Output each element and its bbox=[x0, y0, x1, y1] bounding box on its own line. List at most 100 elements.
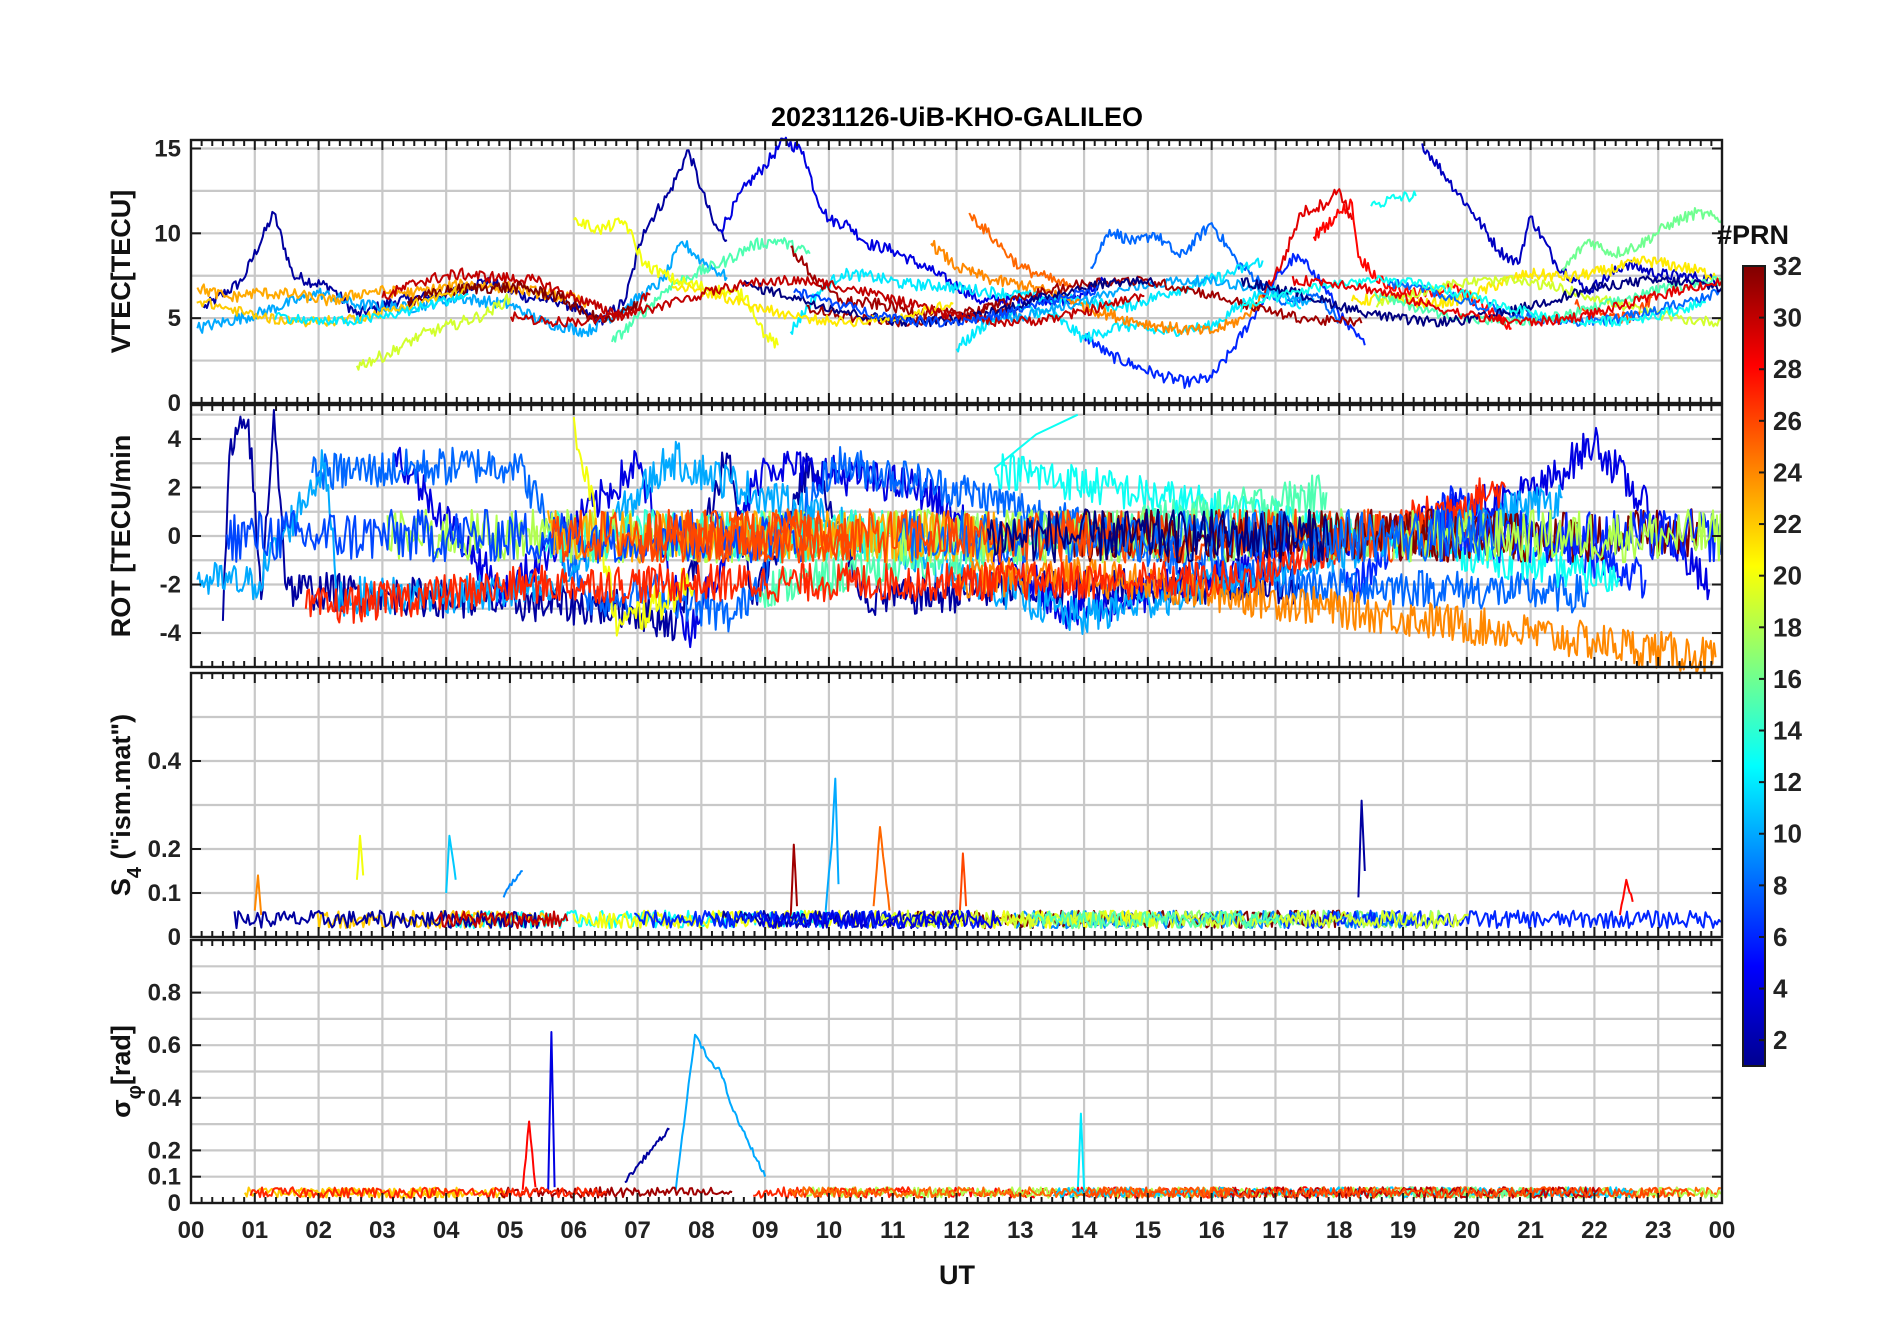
x-axis-label: UT bbox=[939, 1260, 975, 1290]
y-tick-label: 0.8 bbox=[148, 980, 181, 1007]
y-tick-label: 5 bbox=[168, 305, 181, 332]
series-prn-11 bbox=[445, 834, 457, 894]
colorbar-tick-label: 24 bbox=[1773, 457, 1802, 487]
x-tick-label: 22 bbox=[1581, 1217, 1608, 1244]
y-tick-label: 0 bbox=[168, 523, 181, 550]
texture-trace bbox=[1239, 274, 1706, 328]
x-tick-label: 12 bbox=[943, 1217, 970, 1244]
texture-traces bbox=[196, 274, 1723, 328]
colorbar-label: #PRN bbox=[1717, 220, 1789, 250]
texture-trace bbox=[1281, 909, 1722, 930]
texture-trace bbox=[671, 282, 954, 328]
x-tick-label: 00 bbox=[1709, 1217, 1736, 1244]
x-tick-label: 10 bbox=[816, 1217, 843, 1244]
x-tick-label: 08 bbox=[688, 1217, 715, 1244]
series-prn-8 bbox=[1090, 222, 1341, 324]
series-prn-12 bbox=[1076, 1112, 1086, 1193]
x-tick-label: 17 bbox=[1262, 1217, 1289, 1244]
panel-4: 00.10.20.40.60.8σφ[rad] bbox=[106, 938, 1724, 1217]
texture-trace bbox=[244, 1186, 461, 1199]
y-axis-label-subscript: 4 bbox=[124, 866, 146, 878]
texture-trace bbox=[1392, 508, 1722, 564]
x-tick-label: 21 bbox=[1517, 1217, 1544, 1244]
texture-trace bbox=[793, 284, 1100, 328]
series-prn-20 bbox=[573, 217, 779, 349]
series-prn-2 bbox=[1357, 799, 1366, 898]
x-tick-label: 15 bbox=[1135, 1217, 1162, 1244]
texture-trace bbox=[787, 1186, 1232, 1199]
y-tick-label: 0.4 bbox=[148, 748, 182, 775]
colorbar-tick-label: 6 bbox=[1773, 922, 1787, 952]
x-axis: 00 01 02 03 04 05 06 07 08 09 10 11 12 13 14 15 16 17 18 19… bbox=[178, 1217, 1736, 1244]
y-tick-label: -4 bbox=[160, 620, 182, 647]
texture-trace bbox=[1071, 508, 1524, 564]
texture-trace bbox=[1031, 910, 1282, 930]
series-prn-20 bbox=[572, 416, 696, 637]
panel-2: -4 -2 0 2 4 ROT [TECU/min bbox=[106, 403, 1724, 675]
panel-1: 0 5 10 15 VTEC[TECU] bbox=[106, 135, 1724, 417]
texture-trace bbox=[806, 275, 1363, 328]
y-axis-label-subscript: φ bbox=[124, 1085, 146, 1099]
texture-trace bbox=[986, 508, 1330, 564]
colorbar-tick-label: 28 bbox=[1773, 354, 1802, 384]
texture-trace bbox=[233, 909, 540, 930]
series-prn-28 bbox=[521, 1120, 537, 1190]
y-tick-label: 0.6 bbox=[148, 1032, 181, 1059]
texture-trace bbox=[1291, 275, 1723, 327]
x-tick-label: 07 bbox=[624, 1217, 651, 1244]
texture-trace bbox=[509, 275, 1145, 328]
x-tick-label: 18 bbox=[1326, 1217, 1353, 1244]
y-tick-label: 0 bbox=[168, 390, 181, 417]
series-prn-9 bbox=[502, 870, 523, 898]
y-axis-label-main: σ bbox=[106, 1099, 136, 1117]
texture-trace bbox=[249, 1186, 608, 1199]
colorbar-gradient bbox=[1742, 265, 1766, 1067]
series-prn-10 bbox=[824, 777, 840, 911]
x-tick-label: 13 bbox=[1007, 1217, 1034, 1244]
x-tick-label: 04 bbox=[433, 1217, 460, 1244]
y-tick-label: 0 bbox=[168, 924, 181, 951]
series-prn-15 bbox=[611, 237, 811, 343]
series-prn-29 bbox=[1261, 188, 1353, 299]
x-tick-label: 19 bbox=[1390, 1217, 1417, 1244]
x-tick-label: 11 bbox=[880, 1217, 905, 1244]
series-prn-25 bbox=[872, 826, 891, 911]
colorbar-tick-label: 2 bbox=[1773, 1025, 1787, 1055]
chart-title: 20231126-UiB-KHO-GALILEO bbox=[771, 102, 1143, 132]
y-tick-label: 0.1 bbox=[148, 1164, 181, 1191]
texture-traces bbox=[233, 909, 1722, 930]
series-prn-2 bbox=[202, 149, 728, 326]
y-tick-label: -2 bbox=[160, 572, 181, 599]
colorbar-tick-label: 32 bbox=[1773, 251, 1802, 281]
series-prn-23 bbox=[196, 278, 588, 308]
y-tick-label: 0.2 bbox=[148, 1137, 181, 1164]
y-tick-label: 10 bbox=[154, 220, 181, 247]
x-tick-label: 09 bbox=[752, 1217, 779, 1244]
texture-trace bbox=[434, 910, 569, 930]
x-tick-label: 23 bbox=[1645, 1217, 1672, 1244]
colorbar-tick-label: 8 bbox=[1773, 870, 1787, 900]
texture-trace bbox=[274, 293, 469, 327]
colorbar-tick-label: 18 bbox=[1773, 612, 1802, 642]
x-tick-label: 16 bbox=[1198, 1217, 1225, 1244]
texture-traces bbox=[244, 1186, 1722, 1199]
y-axis-label: ROT [TECU/min bbox=[106, 435, 136, 638]
x-tick-label: 01 bbox=[241, 1217, 268, 1244]
y-tick-label: 0.4 bbox=[148, 1085, 182, 1112]
colorbar-tick-label: 12 bbox=[1773, 767, 1802, 797]
series-prn-20 bbox=[355, 834, 365, 880]
texture-trace bbox=[756, 909, 1002, 930]
y-axis-label-main: ROT [TECU/min bbox=[106, 435, 136, 638]
colorbar-tick-label: 22 bbox=[1773, 509, 1802, 539]
series-prn-13 bbox=[1370, 190, 1417, 208]
x-tick-label: 05 bbox=[497, 1217, 524, 1244]
series-prn-31 bbox=[789, 843, 798, 920]
series-prn-24 bbox=[253, 874, 263, 916]
colorbar-tick-label: 26 bbox=[1773, 406, 1802, 436]
x-tick-label: 20 bbox=[1453, 1217, 1480, 1244]
series-prn-19 bbox=[355, 293, 511, 371]
texture-trace bbox=[499, 1186, 733, 1199]
x-tick-label: 03 bbox=[369, 1217, 396, 1244]
series-prn-2 bbox=[624, 1127, 670, 1183]
